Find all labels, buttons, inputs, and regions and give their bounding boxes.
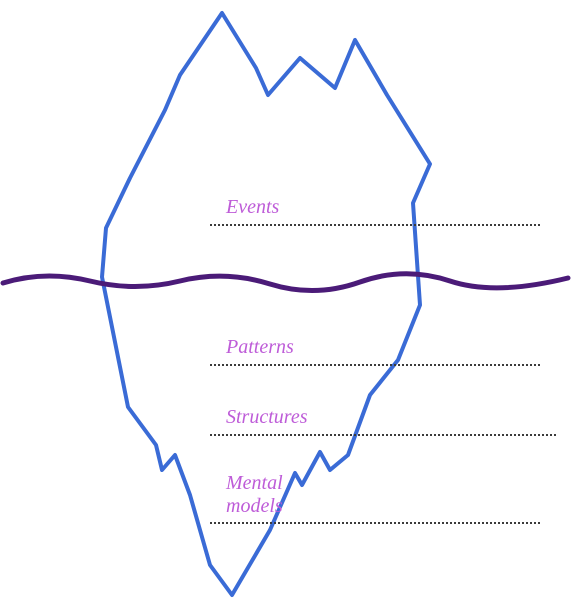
waterline bbox=[3, 274, 568, 291]
iceberg-diagram: Events Patterns Structures Mental models bbox=[0, 0, 571, 598]
leader-structures bbox=[210, 434, 556, 436]
label-events: Events bbox=[226, 196, 279, 219]
label-patterns: Patterns bbox=[226, 336, 294, 359]
leader-mental bbox=[210, 522, 540, 524]
leader-patterns bbox=[210, 364, 540, 366]
iceberg-svg bbox=[0, 0, 571, 598]
label-mental: Mental models bbox=[226, 472, 283, 518]
label-structures: Structures bbox=[226, 406, 307, 429]
leader-events bbox=[210, 224, 540, 226]
